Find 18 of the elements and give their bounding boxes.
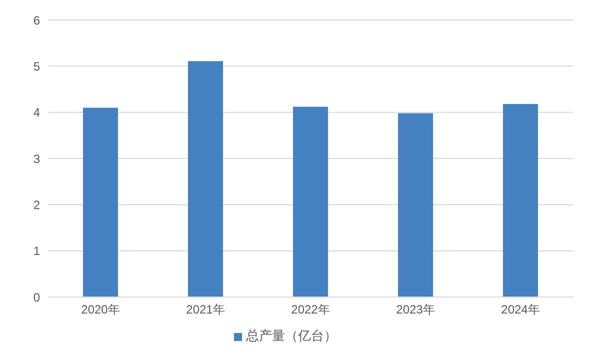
x-tick-label: 2023年 <box>396 302 435 317</box>
y-tick-label: 5 <box>33 59 40 74</box>
x-tick-label: 2021年 <box>186 302 225 317</box>
bar <box>293 106 328 297</box>
x-tick-label: 2024年 <box>501 302 540 317</box>
y-tick-label: 6 <box>33 13 40 28</box>
legend-label: 总产量（亿台） <box>246 328 337 343</box>
x-tick-label: 2020年 <box>81 302 120 317</box>
y-tick-label: 4 <box>33 106 40 120</box>
bar <box>83 108 118 297</box>
bar <box>503 104 538 297</box>
y-tick-label: 1 <box>33 244 40 258</box>
x-tick-label: 2022年 <box>291 302 330 317</box>
y-tick-label: 0 <box>33 290 40 304</box>
bar <box>188 61 223 297</box>
y-tick-label: 3 <box>33 152 40 166</box>
bar <box>398 113 433 297</box>
y-tick-label: 2 <box>33 198 40 212</box>
